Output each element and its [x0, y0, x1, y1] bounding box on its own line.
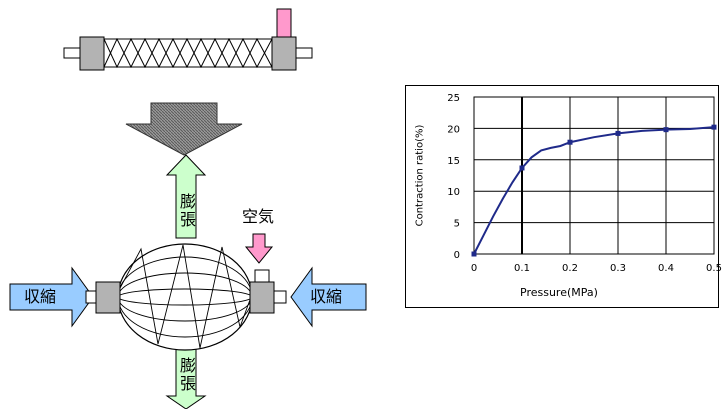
tube-body	[103, 38, 273, 68]
air-arrow-icon	[244, 233, 274, 264]
expand-label-bottom: 膨張	[177, 357, 196, 393]
right-fitting-inflated	[249, 281, 275, 314]
x-tick-label: 0.3	[610, 263, 626, 274]
inflated-actuator	[9, 154, 367, 409]
air-label: 空気	[242, 207, 275, 226]
data-point	[615, 130, 621, 136]
expand-label-top: 膨張	[177, 193, 196, 229]
data-point	[471, 251, 477, 257]
air-port-inflated	[254, 269, 270, 283]
x-axis-label: Pressure(MPa)	[520, 286, 598, 299]
y-tick-label: 10	[447, 187, 460, 198]
x-tick-label: 0.4	[658, 263, 674, 274]
air-port-top	[276, 8, 292, 38]
y-tick-label: 0	[454, 250, 460, 261]
braid-lines	[103, 37, 273, 69]
contract-label-right: 収縮	[310, 287, 343, 306]
y-tick-label: 25	[447, 93, 460, 104]
x-tick-label: 0.5	[706, 263, 722, 274]
plot-area	[473, 96, 715, 255]
x-tick-label: 0	[471, 263, 477, 274]
contract-label-left: 収縮	[24, 287, 57, 306]
contract-arrow-right	[290, 266, 367, 328]
left-fitting-inflated	[95, 281, 121, 314]
y-tick-label: 5	[454, 219, 460, 230]
y-axis-label: Contraction ratio(%)	[414, 124, 426, 227]
y-tick-label: 20	[447, 124, 460, 135]
data-point	[711, 124, 717, 130]
expand-arrow-bottom	[165, 345, 207, 409]
data-point	[663, 127, 669, 133]
straight-actuator	[63, 8, 313, 71]
data-point	[519, 165, 525, 171]
data-point	[567, 139, 573, 145]
expand-arrow-top	[165, 154, 207, 239]
y-tick-label: 15	[447, 156, 460, 167]
x-tick-label: 0.1	[514, 263, 530, 274]
series-line	[473, 126, 715, 255]
left-fitting	[79, 36, 105, 71]
x-tick-label: 0.2	[562, 263, 578, 274]
down-arrow-icon	[125, 102, 243, 156]
contract-arrow-left	[9, 266, 94, 328]
right-fitting	[271, 36, 297, 71]
